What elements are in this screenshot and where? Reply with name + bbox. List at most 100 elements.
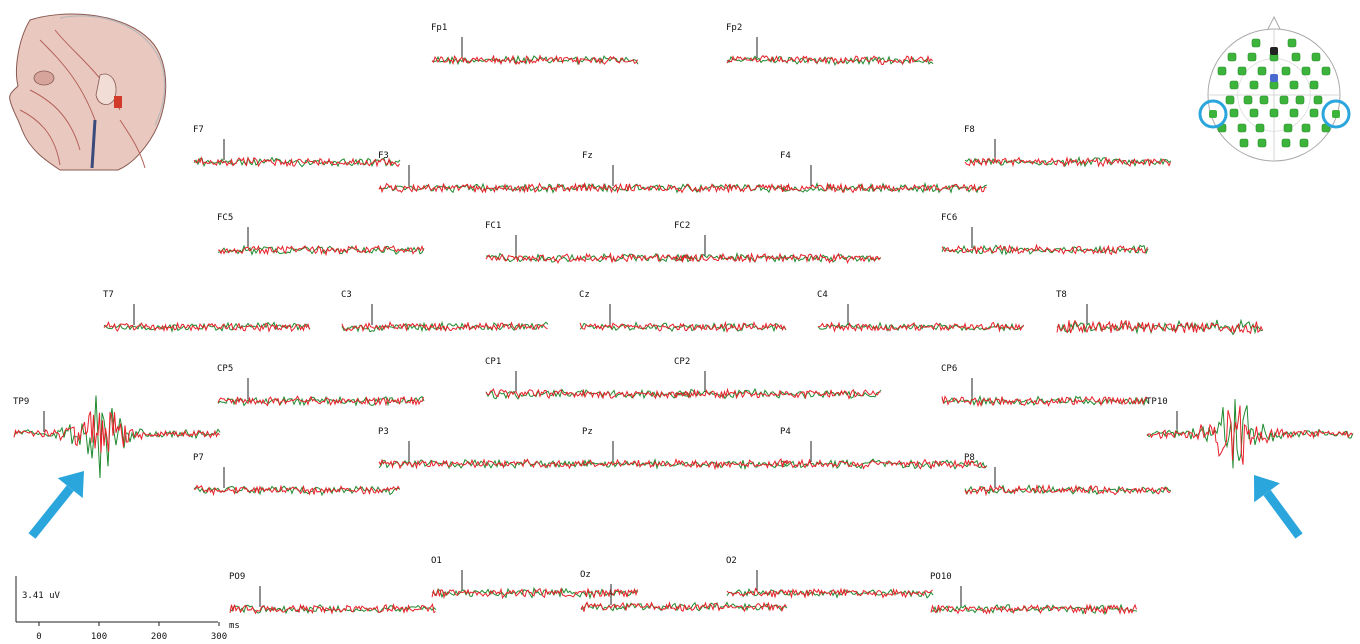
channel-f7: F7: [193, 125, 401, 168]
channel-label: Fp2: [726, 23, 742, 33]
trace-series-a: [485, 388, 692, 400]
highlight-ring: [1321, 99, 1351, 129]
trace-series-a: [378, 182, 585, 194]
channel-o2: O2: [726, 556, 934, 599]
trace-series-a: [780, 182, 987, 194]
trace-series-a: [964, 483, 1171, 497]
trace-series-b: [378, 182, 586, 194]
trace-series-a: [726, 587, 933, 599]
trace-series-b: [378, 458, 586, 470]
trace-series-b: [582, 182, 790, 194]
trace-series-a: [485, 251, 692, 264]
trace-series-a: [341, 320, 548, 333]
trace-series-a: [582, 458, 789, 471]
channel-fz: Fz: [582, 151, 790, 194]
channel-cz: Cz: [579, 290, 787, 334]
channel-p4: P4: [780, 427, 988, 470]
channel-label: P8: [964, 453, 975, 463]
electrode-marker: [1247, 52, 1257, 62]
channel-traces: Fp1 Fp2 F7 F3 Fz F4 F8 FC5 FC1 FC2 FC6 T7 C3 Cz C4 T8 CP…: [13, 23, 1354, 616]
electrode-marker: [1309, 80, 1319, 90]
electrode-marker: [1289, 108, 1299, 118]
trace-series-b: [13, 395, 221, 479]
trace-series-a: [941, 395, 1148, 408]
time-tick-label: 100: [91, 632, 107, 642]
trace-series-a: [431, 54, 638, 66]
channel-tp9: TP9: [13, 395, 221, 479]
electrode-marker: [1309, 108, 1319, 118]
scale-amplitude-label: 3.41 uV: [22, 591, 61, 601]
trace-series-a: [217, 395, 424, 407]
trace-series-b: [1146, 399, 1354, 469]
trace-series-a: [780, 458, 987, 470]
electrode-marker: [1321, 66, 1331, 76]
electrode-marker: [1257, 138, 1267, 148]
arrow-icon: [1254, 475, 1303, 539]
trace-series-a: [726, 54, 933, 66]
channel-label: C3: [341, 290, 352, 300]
channel-label: Oz: [580, 570, 591, 580]
channel-label: TP10: [1146, 397, 1168, 407]
trace-series-a: [218, 244, 424, 257]
electrode-marker: [1209, 110, 1217, 118]
electrode-marker: [1239, 138, 1249, 148]
channel-label: FC1: [485, 221, 501, 231]
channel-f3: F3: [378, 151, 586, 194]
channel-fp2: Fp2: [726, 23, 934, 66]
trace-series-a: [193, 484, 400, 497]
channel-po9: PO9: [229, 572, 437, 615]
electrode-marker: [1225, 95, 1235, 105]
channel-label: Fp1: [431, 23, 447, 33]
electrode-marker: [1289, 80, 1299, 90]
trace-series-b: [217, 244, 425, 256]
trace-series-b: [431, 54, 639, 66]
electrode-marker: [1229, 80, 1239, 90]
time-tick-label: 200: [151, 632, 167, 642]
trace-series-a: [930, 603, 1137, 615]
trace-series-b: [674, 387, 882, 400]
channel-fp1: Fp1: [431, 23, 639, 66]
channel-label: Pz: [582, 427, 593, 437]
channel-p8: P8: [964, 453, 1172, 497]
trace-series-a: [964, 156, 1171, 168]
electrode-marker: [1255, 123, 1265, 133]
channel-label: F3: [378, 151, 389, 161]
channel-t8: T8: [1056, 290, 1264, 336]
trace-series-a: [431, 587, 638, 600]
electrode-marker: [1269, 108, 1279, 118]
trace-series-a: [674, 252, 881, 264]
electrode-marker: [1243, 95, 1253, 105]
time-tick-label: 0: [36, 632, 41, 642]
electrode-marker: [1301, 123, 1311, 133]
electrode-marker: [1237, 66, 1247, 76]
trace-series-a: [103, 320, 310, 333]
channel-pz: Pz: [582, 427, 789, 471]
channel-label: FC6: [941, 213, 957, 223]
electrode-marker: [1237, 123, 1247, 133]
channel-fc6: FC6: [941, 213, 1149, 256]
highlight-ring: [1198, 99, 1228, 129]
ground-electrode: [1270, 74, 1278, 82]
electrode-marker: [1217, 66, 1227, 76]
trace-series-b: [485, 252, 693, 263]
channel-label: PO9: [229, 572, 245, 582]
trace-series-a: [1146, 405, 1353, 465]
trace-series-b: [930, 603, 1138, 616]
trace-series-a: [674, 387, 881, 400]
channel-label: T8: [1056, 290, 1067, 300]
electrode-marker: [1301, 66, 1311, 76]
trace-series-a: [1056, 319, 1263, 335]
trace-series-a: [582, 182, 789, 194]
channel-tp10: TP10: [1146, 397, 1354, 469]
channel-p7: P7: [193, 453, 401, 497]
channel-label: CP5: [217, 364, 233, 374]
trace-series-a: [941, 243, 1148, 256]
channel-fc1: FC1: [485, 221, 693, 264]
electrode-marker: [1287, 38, 1297, 48]
electrode-marker: [1311, 52, 1321, 62]
channel-fc5: FC5: [217, 213, 425, 257]
electrode-marker: [1299, 138, 1309, 148]
channel-p3: P3: [378, 427, 586, 470]
channel-label: FC2: [674, 221, 690, 231]
